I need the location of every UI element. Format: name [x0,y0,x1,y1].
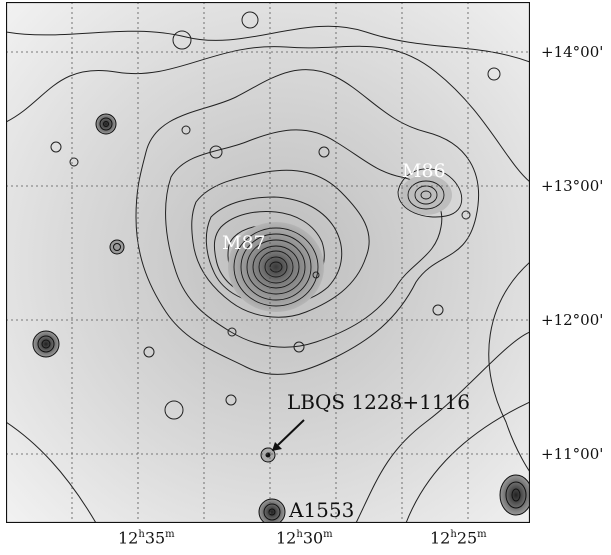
source-lower-right [499,474,530,516]
lbqs-arrow [272,419,305,451]
dec-label-12: +12°00' [541,311,604,329]
ra-label-12h25m: 12h25m [430,528,487,548]
source-far-left [32,330,60,358]
label-m86: M86 [402,160,446,182]
source-upper-left [95,113,117,135]
map-border [6,2,530,523]
outer-contours [6,25,530,523]
small-blobs [50,11,501,420]
ra-label-12h35m: 12h35m [118,528,175,548]
source-a1553 [258,498,286,523]
label-lbqs: LBQS 1228+1116 [287,390,470,414]
dec-label-13: +13°00' [541,177,604,195]
m86-core [397,168,463,218]
contour-map-svg [6,2,530,523]
compact-sources [32,113,530,523]
source-left-mid [109,239,125,255]
contour-map [6,2,530,523]
label-m87: M87 [222,232,266,254]
dec-label-14: +14°00' [541,43,604,61]
m87-core-contours [233,227,319,307]
m87-core [228,222,324,312]
dec-label-11: +11°00' [541,445,604,463]
ra-label-12h30m: 12h30m [276,528,333,548]
coordinate-grid [6,2,530,523]
label-a1553: A1553 [289,498,355,522]
